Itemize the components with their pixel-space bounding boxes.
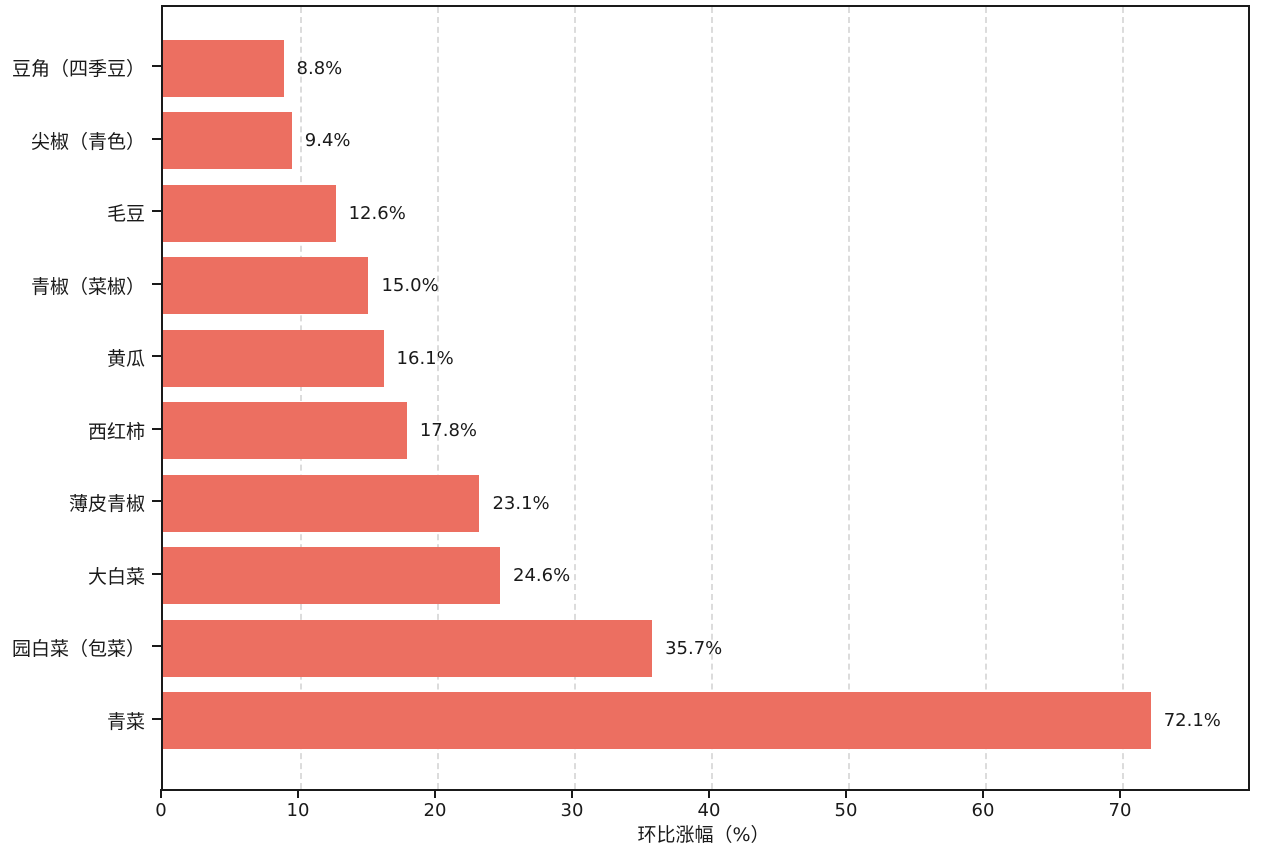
bar-青菜 — [163, 692, 1151, 750]
x-tick-mark — [1118, 789, 1121, 798]
x-tick-mark — [981, 789, 984, 798]
bar-value-label: 35.7% — [665, 637, 723, 659]
x-tick-label: 70 — [1108, 800, 1132, 821]
x-tick-label: 20 — [423, 800, 447, 821]
bar-value-label: 72.1% — [1163, 710, 1221, 732]
x-tick-label: 0 — [155, 800, 167, 821]
gridline-x-60 — [984, 7, 987, 789]
x-tick-label: 50 — [834, 800, 858, 821]
y-tick-label: 青椒（菜椒） — [30, 275, 145, 298]
plot-area: 8.8% 9.4% 12.6% 15.0% 16.1% 17.8% 23.1% 24.6% 35… — [161, 5, 1250, 791]
y-tick-label: 豆角（四季豆） — [11, 58, 145, 80]
bar-value-label: 9.4% — [304, 130, 351, 152]
x-tick-mark — [707, 789, 710, 798]
y-tick-label: 青菜 — [106, 710, 145, 733]
gridline-x-40 — [710, 7, 713, 789]
x-tick-label: 40 — [697, 800, 721, 821]
x-tick-mark — [160, 789, 162, 798]
y-tick-mark — [152, 717, 161, 720]
y-tick-label: 大白菜 — [87, 565, 145, 588]
bar-黄瓜 — [163, 329, 384, 387]
gridline-x-70 — [1121, 7, 1124, 789]
x-tick-mark — [844, 789, 847, 798]
bar-value-label: 24.6% — [513, 565, 571, 587]
y-tick-mark — [152, 355, 161, 358]
y-tick-label: 西红柿 — [87, 420, 145, 443]
bar-毛豆 — [163, 184, 336, 242]
bar-薄皮青椒 — [163, 474, 480, 532]
bar-青椒（菜椒） — [163, 257, 369, 315]
bar-尖椒（青色） — [163, 112, 292, 170]
gridline-x-10 — [299, 7, 302, 789]
bar-value-label: 16.1% — [396, 347, 454, 369]
y-tick-mark — [152, 137, 161, 140]
y-tick-label: 园白菜（包菜） — [11, 638, 145, 661]
bar-西红柿 — [163, 402, 407, 460]
y-tick-label: 毛豆 — [106, 203, 145, 226]
y-tick-label: 薄皮青椒 — [68, 493, 145, 516]
bar-value-label: 23.1% — [492, 492, 550, 514]
x-tick-mark — [433, 789, 436, 798]
bar-大白菜 — [163, 547, 500, 605]
x-tick-mark — [296, 789, 299, 798]
y-tick-mark — [152, 210, 161, 213]
gridline-x-30 — [573, 7, 576, 789]
y-tick-label: 尖椒（青色） — [30, 130, 145, 153]
y-tick-mark — [152, 572, 161, 575]
y-tick-label: 黄瓜 — [106, 348, 145, 371]
bar-value-label: 15.0% — [381, 275, 439, 297]
gridline-x-50 — [847, 7, 850, 789]
y-tick-mark — [152, 427, 161, 430]
gridline-x-20 — [436, 7, 439, 789]
y-tick-mark — [152, 282, 161, 285]
bar-value-label: 12.6% — [348, 202, 406, 224]
bar-value-label: 17.8% — [419, 420, 478, 442]
x-axis-title: 环比涨幅（%） — [637, 824, 770, 846]
x-tick-label: 30 — [560, 800, 584, 821]
y-tick-mark — [152, 645, 161, 648]
bar-豆角（四季豆） — [163, 39, 284, 97]
y-tick-mark — [152, 65, 161, 67]
x-tick-label: 60 — [971, 800, 995, 821]
y-tick-mark — [152, 500, 161, 503]
x-tick-label: 10 — [286, 800, 310, 821]
bar-园白菜（包菜） — [163, 619, 653, 677]
x-tick-mark — [570, 789, 573, 798]
bar-value-label: 8.8% — [296, 57, 343, 79]
